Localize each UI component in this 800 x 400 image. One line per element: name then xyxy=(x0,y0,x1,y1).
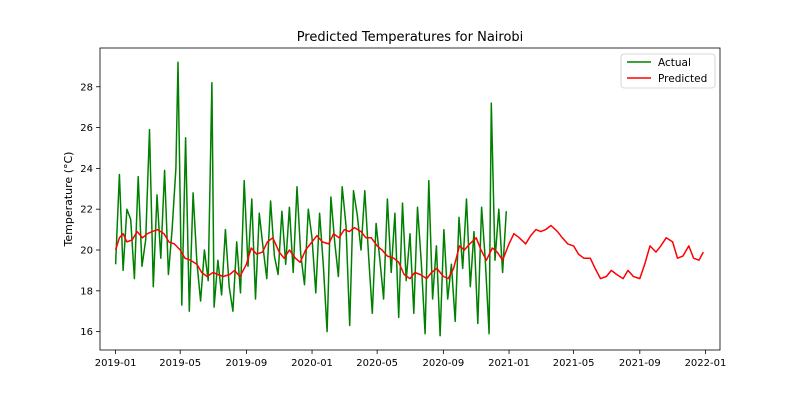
legend: Actual Predicted xyxy=(620,53,716,89)
y-tick-label: 16 xyxy=(80,327,93,338)
y-axis-label: Temperature (°C) xyxy=(62,152,75,248)
series-line-actual xyxy=(114,61,508,337)
y-tick-label: 20 xyxy=(80,246,93,257)
x-axis: 2019-01 2019-05 2019-09 2020-01 2020-05 2020-… xyxy=(95,350,727,369)
y-tick-label: 28 xyxy=(80,82,93,93)
x-tick-label: 2019-09 xyxy=(225,358,267,369)
y-tick-label: 22 xyxy=(80,205,93,216)
series-line-predicted xyxy=(114,224,704,280)
y-axis: 16 18 20 22 24 26 28 xyxy=(80,82,100,338)
x-tick-label: 2019-05 xyxy=(159,358,201,369)
x-tick-label: 2021-01 xyxy=(488,358,530,369)
chart-title: Predicted Temperatures for Nairobi xyxy=(297,30,524,45)
x-tick-label: 2020-01 xyxy=(291,358,333,369)
series-layer xyxy=(114,61,704,337)
x-tick-label: 2020-09 xyxy=(422,358,464,369)
x-tick-label: 2020-05 xyxy=(356,358,398,369)
x-tick-label: 2019-01 xyxy=(95,358,137,369)
legend-label-predicted: Predicted xyxy=(658,73,707,85)
x-tick-label: 2021-05 xyxy=(553,358,595,369)
x-tick-label: 2021-09 xyxy=(619,358,661,369)
legend-label-actual: Actual xyxy=(658,57,691,69)
plot-area-frame xyxy=(99,47,721,351)
y-tick-label: 24 xyxy=(80,164,93,175)
y-tick-label: 18 xyxy=(80,286,93,297)
x-tick-label: 2022-01 xyxy=(685,358,727,369)
y-tick-label: 26 xyxy=(80,123,93,134)
